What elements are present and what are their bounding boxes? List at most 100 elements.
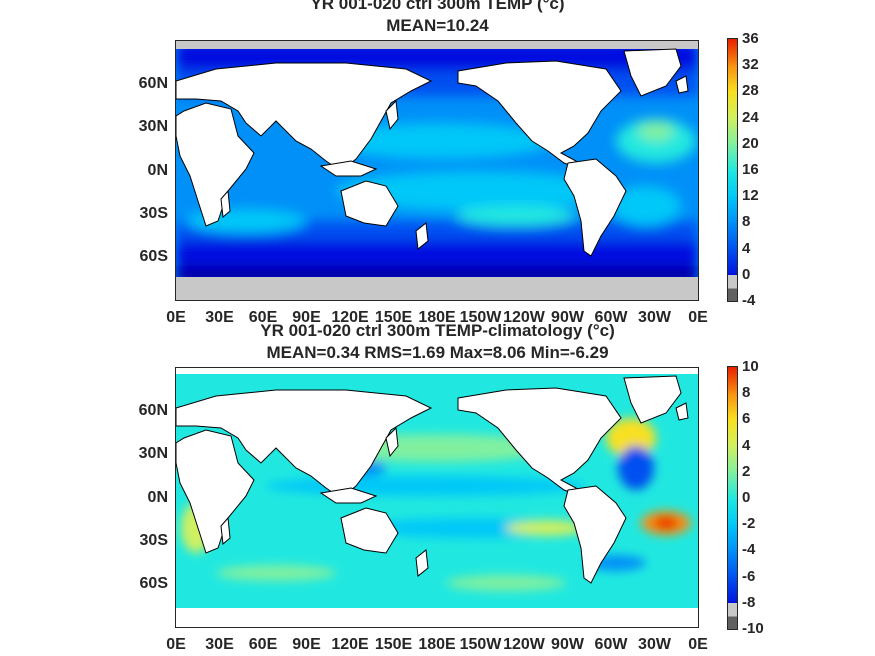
colorbar-segment xyxy=(728,393,737,421)
land-outline xyxy=(563,158,627,257)
longitude-tick-label: 120W xyxy=(503,636,545,653)
latitude-tick-label: 60N xyxy=(138,402,168,420)
panel1-map-canvas xyxy=(176,41,698,300)
colorbar-segment xyxy=(728,602,737,629)
land-outline xyxy=(563,485,627,584)
land-outline xyxy=(415,222,429,250)
land-outline xyxy=(675,402,689,421)
panel2-antarctic-missing xyxy=(176,608,698,627)
land-outline xyxy=(340,507,399,554)
panel1-land-masses xyxy=(176,48,689,257)
latitude-tick-label: 0N xyxy=(147,488,168,506)
colorbar-segment xyxy=(728,222,737,250)
longitude-tick-label: 90E xyxy=(292,636,321,653)
panel1-colorbar xyxy=(727,38,738,302)
panel1-map xyxy=(175,40,699,301)
longitude-tick-label: 90W xyxy=(551,636,584,653)
land-outline xyxy=(623,375,682,424)
panel1-arctic-missing xyxy=(176,41,698,49)
longitude-tick-label: 120W xyxy=(503,309,545,326)
longitude-tick-label: 90E xyxy=(292,309,321,326)
longitude-tick-label: 120E xyxy=(331,309,369,326)
colorbar-segment xyxy=(728,498,737,526)
panel2-title-line2: MEAN=0.34 RMS=1.69 Max=8.06 Min=-6.29 xyxy=(266,343,609,362)
land-outline xyxy=(623,48,682,97)
colorbar-segment xyxy=(728,419,737,447)
colorbar-tick-label: 4 xyxy=(742,239,751,257)
colorbar-tick-label: 36 xyxy=(742,30,759,47)
latitude-tick-label: 30S xyxy=(139,204,168,222)
colorbar-tick-label: 16 xyxy=(742,161,759,178)
longitude-tick-label: 150W xyxy=(459,636,502,653)
longitude-tick-label: 180E xyxy=(418,636,456,653)
land-outline xyxy=(675,75,689,94)
longitude-tick-label: 120E xyxy=(331,636,369,653)
latitude-tick-label: 30S xyxy=(139,531,168,549)
colorbar-tick-label: -4 xyxy=(742,541,756,559)
colorbar-segment xyxy=(728,576,737,604)
land-outline xyxy=(385,99,399,131)
panel1-title-line2: MEAN=10.24 xyxy=(386,16,489,35)
colorbar-segment xyxy=(728,524,737,552)
panel2-map xyxy=(175,367,699,628)
land-outline xyxy=(220,189,231,218)
colorbar-tick-label: 8 xyxy=(742,384,751,402)
land-outline xyxy=(176,102,255,227)
colorbar-segment xyxy=(728,39,737,67)
land-outline xyxy=(220,516,231,545)
colorbar-segment xyxy=(728,143,737,171)
land-outline xyxy=(340,180,399,227)
panel1-title-line1: YR 001-020 ctrl 300m TEMP (°c) xyxy=(310,0,565,13)
longitude-tick-label: 30W xyxy=(638,636,671,653)
latitude-tick-label: 0N xyxy=(147,161,168,179)
colorbar-segment xyxy=(728,367,737,395)
colorbar-segment xyxy=(728,471,737,499)
colorbar-tick-label: -8 xyxy=(742,593,756,611)
colorbar-tick-label: 4 xyxy=(742,436,751,454)
panel2-title-line1: YR 001-020 ctrl 300m TEMP-climatology (°… xyxy=(260,321,615,340)
colorbar-segment xyxy=(728,445,737,473)
colorbar-tick-label: -6 xyxy=(742,567,756,585)
panel2-map-canvas xyxy=(176,368,698,627)
longitude-tick-label: 0E xyxy=(688,309,708,326)
latitude-tick-label: 30N xyxy=(138,445,168,463)
colorbar-segment xyxy=(728,117,737,145)
colorbar-tick-label: 28 xyxy=(742,82,759,100)
longitude-tick-label: 0E xyxy=(166,309,186,326)
land-outline xyxy=(319,160,378,177)
colorbar-segment xyxy=(728,550,737,578)
colorbar-tick-label: 24 xyxy=(742,108,759,126)
colorbar-segment xyxy=(728,65,737,93)
colorbar-tick-label: 6 xyxy=(742,410,751,428)
colorbar-tick-label: 0 xyxy=(742,265,751,283)
colorbar-tick-label: 32 xyxy=(742,56,759,74)
panel2-arctic-missing xyxy=(176,368,698,374)
land-outline xyxy=(415,549,429,577)
longitude-tick-label: 60W xyxy=(594,636,628,653)
longitude-tick-label: 150E xyxy=(374,636,413,653)
land-outline xyxy=(457,60,622,170)
colorbar-segment xyxy=(728,170,737,198)
colorbar-tick-label: 2 xyxy=(742,462,751,480)
longitude-tick-label: 0E xyxy=(688,636,708,653)
land-outline xyxy=(457,387,622,497)
colorbar-segment xyxy=(728,248,737,276)
longitude-tick-label: 0E xyxy=(166,636,186,653)
longitude-tick-label: 60E xyxy=(248,636,278,653)
longitude-tick-label: 60W xyxy=(594,309,628,326)
colorbar-segment xyxy=(728,196,737,224)
colorbar-tick-label: 0 xyxy=(742,489,751,506)
latitude-tick-label: 60N xyxy=(138,75,168,93)
colorbar-segment xyxy=(728,274,737,301)
land-outline xyxy=(385,426,399,458)
longitude-tick-label: 30W xyxy=(638,309,671,326)
longitude-tick-label: 30E xyxy=(205,309,234,326)
longitude-tick-label: 60E xyxy=(248,309,278,326)
panel2-colorbar xyxy=(727,366,738,630)
colorbar-tick-label: -10 xyxy=(742,620,764,637)
land-outline xyxy=(176,429,255,554)
land-outline xyxy=(319,487,378,504)
panel1-antarctic-missing xyxy=(176,277,698,300)
colorbar-tick-label: 8 xyxy=(742,213,751,231)
longitude-tick-label: 180E xyxy=(418,309,456,326)
